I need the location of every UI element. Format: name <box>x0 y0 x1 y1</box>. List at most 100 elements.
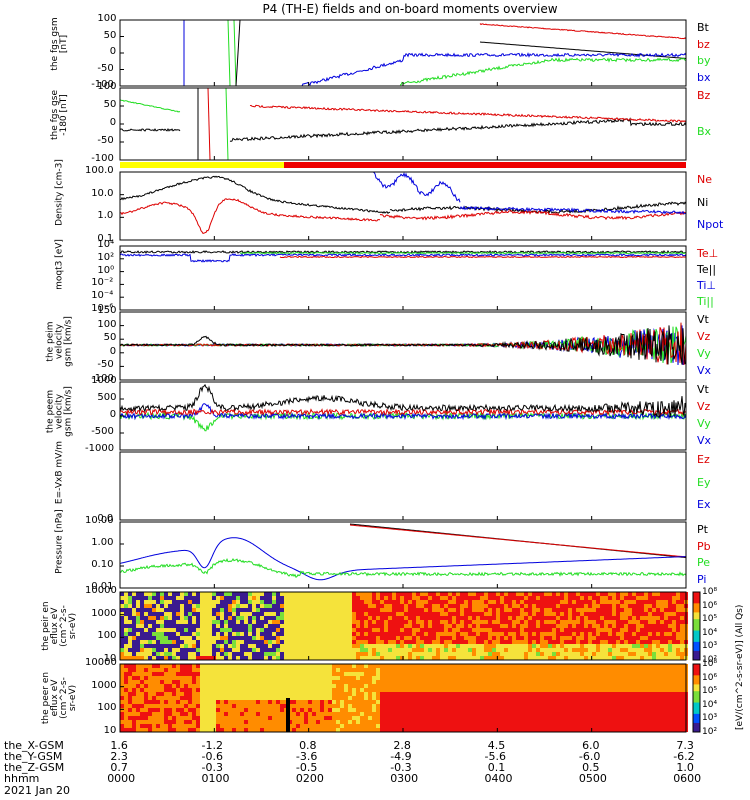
spec-pixel <box>624 728 628 732</box>
spec-pixel <box>280 648 284 652</box>
spec-pixel <box>548 716 552 720</box>
spec-pixel <box>284 608 288 612</box>
spec-pixel <box>552 616 556 620</box>
spec-pixel <box>464 608 468 612</box>
spec-pixel <box>632 612 636 616</box>
spec-pixel <box>652 688 656 692</box>
spec-pixel <box>464 612 468 616</box>
spec-pixel <box>420 656 424 660</box>
spec-pixel <box>636 668 640 672</box>
spec-pixel <box>188 644 192 648</box>
spec-pixel <box>480 648 484 652</box>
spec-pixel <box>588 728 592 732</box>
spec-pixel <box>552 628 556 632</box>
spec-pixel <box>484 616 488 620</box>
spec-pixel <box>484 724 488 728</box>
spec-pixel <box>144 648 148 652</box>
spec-pixel <box>324 676 328 680</box>
spec-pixel <box>216 676 220 680</box>
spec-pixel <box>484 696 488 700</box>
spec-pixel <box>280 612 284 616</box>
spec-pixel <box>176 704 180 708</box>
spec-pixel <box>600 656 604 660</box>
spec-pixel <box>476 628 480 632</box>
spec-pixel <box>592 608 596 612</box>
spec-pixel <box>368 684 372 688</box>
spec-pixel <box>288 632 292 636</box>
spec-pixel <box>264 724 268 728</box>
spec-pixel <box>592 592 596 596</box>
spec-pixel <box>540 656 544 660</box>
spec-pixel <box>440 692 444 696</box>
spec-pixel <box>400 668 404 672</box>
spec-pixel <box>636 648 640 652</box>
spec-pixel <box>256 676 260 680</box>
spec-pixel <box>372 604 376 608</box>
spec-pixel <box>396 612 400 616</box>
spec-pixel <box>548 612 552 616</box>
spec-pixel <box>592 712 596 716</box>
spec-pixel <box>520 668 524 672</box>
spec-pixel <box>312 644 316 648</box>
spec-pixel <box>560 688 564 692</box>
spec-pixel <box>604 712 608 716</box>
spec-pixel <box>344 612 348 616</box>
spec-pixel <box>588 656 592 660</box>
spec-pixel <box>568 716 572 720</box>
spec-pixel <box>272 624 276 628</box>
spec-pixel <box>480 672 484 676</box>
spec-pixel <box>440 696 444 700</box>
spec-pixel <box>288 604 292 608</box>
spec-pixel <box>640 672 644 676</box>
spec-pixel <box>420 644 424 648</box>
spec-pixel <box>192 612 196 616</box>
spec-pixel <box>188 648 192 652</box>
spec-pixel <box>520 676 524 680</box>
spec-pixel <box>324 628 328 632</box>
spec-pixel <box>612 684 616 688</box>
spec-pixel <box>604 592 608 596</box>
spec-pixel <box>228 692 232 696</box>
spec-pixel <box>612 724 616 728</box>
spec-pixel <box>348 676 352 680</box>
spec-pixel <box>236 620 240 624</box>
spec-pixel <box>492 664 496 668</box>
spec-pixel <box>144 624 148 628</box>
spec-pixel <box>620 616 624 620</box>
spec-pixel <box>244 624 248 628</box>
spec-pixel <box>284 664 288 668</box>
spec-pixel <box>408 708 412 712</box>
spec-pixel <box>524 680 528 684</box>
spec-pixel <box>400 648 404 652</box>
spec-pixel <box>664 688 668 692</box>
spec-pixel <box>320 628 324 632</box>
spec-pixel <box>680 636 684 640</box>
spec-pixel <box>128 648 132 652</box>
colorbar-electron <box>693 670 700 674</box>
spec-pixel <box>264 620 268 624</box>
spec-pixel <box>248 720 252 724</box>
spec-pixel <box>496 628 500 632</box>
spec-pixel <box>572 668 576 672</box>
spec-pixel <box>284 604 288 608</box>
spec-pixel <box>552 640 556 644</box>
spec-pixel <box>556 644 560 648</box>
spec-pixel <box>652 616 656 620</box>
spec-pixel <box>304 608 308 612</box>
spec-pixel <box>428 616 432 620</box>
spec-pixel <box>596 716 600 720</box>
spec-pixel <box>548 616 552 620</box>
spec-pixel <box>628 700 632 704</box>
spec-pixel <box>436 700 440 704</box>
spec-pixel <box>308 592 312 596</box>
spec-pixel <box>432 608 436 612</box>
spec-pixel <box>632 664 636 668</box>
spec-pixel <box>324 600 328 604</box>
spec-pixel <box>652 604 656 608</box>
spec-pixel <box>272 668 276 672</box>
spec-pixel <box>500 684 504 688</box>
spec-pixel <box>596 632 600 636</box>
spec-pixel <box>348 620 352 624</box>
spec-pixel <box>440 680 444 684</box>
spec-pixel <box>488 620 492 624</box>
